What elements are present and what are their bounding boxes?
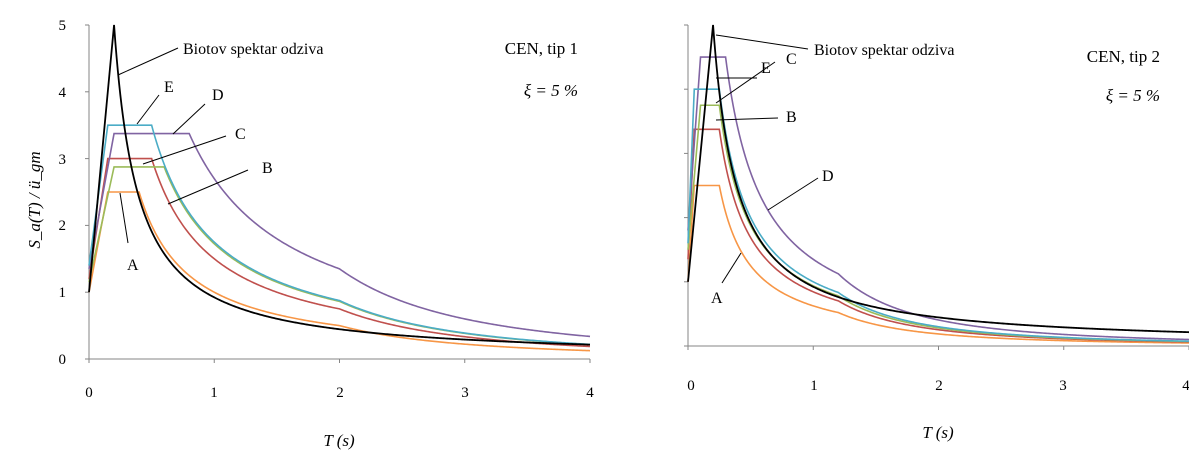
right-series-e [687, 88, 1189, 342]
left-c-leader [142, 135, 227, 165]
right-x-tick-3: 3 [1059, 378, 1067, 394]
left-d-leader [172, 103, 206, 135]
right-c-leader [715, 61, 776, 104]
left-info-damping: ξ = 5 % [524, 81, 578, 100]
right-b-leader [715, 117, 779, 121]
left-series-d [88, 132, 591, 338]
right-x-tick-4: 4 [1182, 378, 1189, 394]
left-y-tick-0: 0 [59, 352, 67, 368]
left-y-tick-1: 1 [59, 285, 67, 301]
right-d-leader [767, 177, 819, 211]
left-info-title: CEN, tip 1 [505, 39, 578, 58]
left-x-label: T (s) [323, 431, 355, 450]
left-x-tick-0: 0 [85, 385, 93, 401]
left-c-label: C [235, 126, 246, 143]
right-d-label: D [822, 168, 834, 185]
left-chart: 0 1 2 3 4 5 0 1 2 3 4 T (s) S_a(T) / ü_g… [25, 18, 594, 450]
right-b-label: B [786, 109, 797, 126]
left-y-label: S_a(T) / ü_gm [25, 151, 44, 248]
left-series-biot [88, 24, 591, 346]
right-x-tick-2: 2 [935, 378, 943, 394]
left-series-e [88, 124, 591, 346]
left-y-tick-5: 5 [59, 18, 67, 34]
right-x-label: T (s) [922, 423, 954, 442]
right-e-label: E [761, 60, 771, 77]
left-y-tick-4: 4 [59, 85, 67, 101]
left-y-tick-3: 3 [59, 152, 67, 168]
right-info-title: CEN, tip 2 [1087, 47, 1160, 66]
right-series-a [687, 184, 1189, 344]
left-x-tick-3: 3 [461, 385, 469, 401]
left-y-tick-2: 2 [59, 218, 67, 234]
right-x-tick-1: 1 [810, 378, 818, 394]
left-biot-leader [117, 47, 179, 76]
left-biot-label: Biotov spektar odziva [183, 41, 323, 58]
right-info-damping: ξ = 5 % [1106, 86, 1160, 105]
left-x-tick-2: 2 [336, 385, 344, 401]
right-c-label: C [786, 51, 797, 68]
left-e-label: E [164, 79, 174, 96]
right-series-c [687, 104, 1189, 343]
left-a-leader [119, 192, 129, 244]
right-series-biot [687, 24, 1189, 334]
right-series-d [687, 56, 1189, 341]
right-chart: 0 1 2 3 4 T (s) CEN, tip 2 ξ = 5 % Bioto… [684, 24, 1189, 442]
left-series-a [88, 191, 591, 352]
right-biot-leader [715, 34, 809, 50]
left-e-leader [136, 94, 160, 125]
left-x-tick-4: 4 [586, 385, 594, 401]
left-b-label: B [262, 160, 273, 177]
left-x-tick-1: 1 [210, 385, 218, 401]
right-a-leader [721, 252, 742, 284]
right-series-b [687, 128, 1189, 343]
right-biot-label: Biotov spektar odziva [814, 42, 954, 59]
left-b-leader [167, 169, 249, 205]
right-x-tick-0: 0 [687, 378, 695, 394]
right-a-label: A [711, 290, 723, 307]
left-a-label: A [127, 257, 139, 274]
left-d-label: D [212, 87, 224, 104]
